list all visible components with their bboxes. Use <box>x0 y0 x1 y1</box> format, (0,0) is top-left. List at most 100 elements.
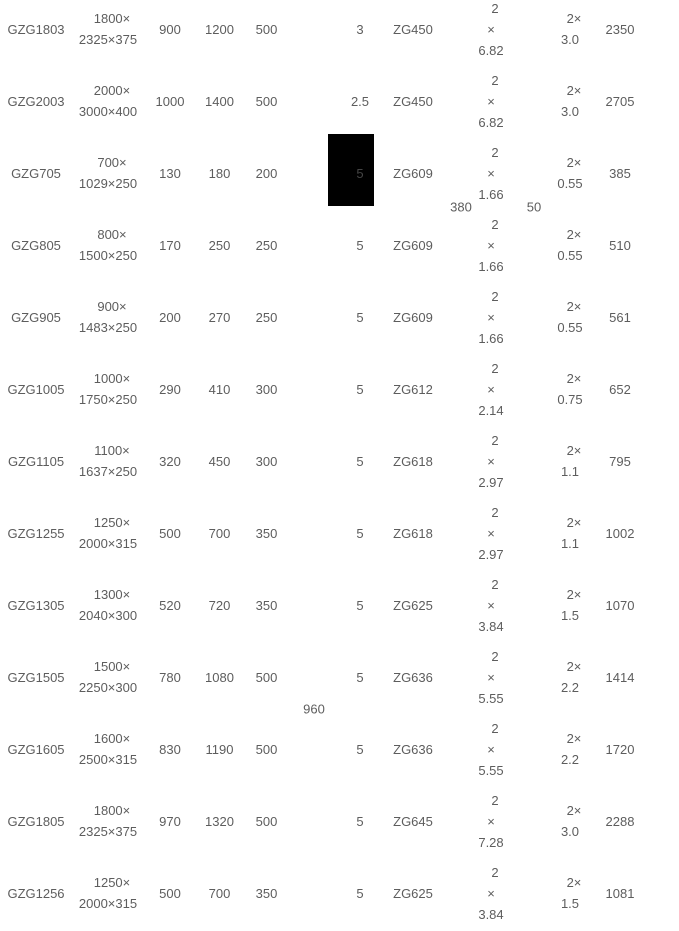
cell-size: 1250× 2000×315 <box>72 497 144 569</box>
cell-line: × <box>487 669 495 685</box>
cell-force: 2 × 6.82 <box>478 65 504 137</box>
cell-amplitude: 5 <box>356 741 364 757</box>
cell-line: 3000×400 <box>78 104 138 119</box>
cell-c4: 1320 <box>205 813 234 829</box>
cell-model: GZG1005 <box>7 381 65 397</box>
cell-c11 <box>504 0 560 65</box>
cell-c9 <box>444 497 478 569</box>
cell-motor: ZG636 <box>393 741 433 757</box>
cell-line: 2.97 <box>478 546 504 562</box>
cell-c5: 300 <box>255 381 278 397</box>
cell-size: 1600× 2500×315 <box>72 713 144 785</box>
cell-line: 2.97 <box>478 474 504 490</box>
cell-amplitude: 5 <box>356 453 364 469</box>
cell-line: 2 <box>491 72 499 88</box>
cell-c6 <box>290 713 338 785</box>
cell-size: 1250× 2000×315 <box>72 857 144 929</box>
cell-c3: 900 <box>159 21 181 37</box>
cell-amplitude: 5 <box>356 669 364 685</box>
cell-line: 3.0 <box>560 32 580 47</box>
cell-force: 2 × 5.55 <box>478 713 504 785</box>
cell-line: 1.66 <box>478 330 504 346</box>
cell-line: 1250× <box>93 515 131 530</box>
cell-force: 2 × 1.66 <box>478 209 504 281</box>
cell-size: 1800× 2325×375 <box>72 0 144 65</box>
cell-line: 700× <box>97 155 127 170</box>
cell-line: 1750×250 <box>78 392 138 407</box>
cell-line: 1000× <box>93 371 131 386</box>
cell-weight: 1070 <box>605 597 635 613</box>
cell-weight: 385 <box>609 165 631 181</box>
cell-c5: 500 <box>255 21 278 37</box>
cell-model: GZG705 <box>11 165 61 181</box>
cell-line: 0.75 <box>557 392 583 407</box>
cell-line: 2× <box>566 299 582 314</box>
cell-line: 5.55 <box>478 762 504 778</box>
cell-line: 2× <box>566 443 582 458</box>
cell-power: 2× 2.2 <box>560 641 581 713</box>
cell-line: × <box>487 309 495 325</box>
cell-c5: 350 <box>255 885 278 901</box>
merged-cell-speed: 960 <box>303 701 325 717</box>
cell-line: 1100× <box>94 443 130 458</box>
redaction-box <box>328 134 374 206</box>
cell-amplitude: 5 <box>356 885 364 901</box>
cell-c11 <box>504 641 560 713</box>
cell-c5: 500 <box>255 741 278 757</box>
cell-line: 2× <box>566 227 582 242</box>
cell-amplitude: 5 <box>356 381 364 397</box>
cell-c4: 720 <box>208 597 231 613</box>
cell-line: 3.84 <box>478 618 504 634</box>
cell-line: 1.1 <box>560 464 580 479</box>
cell-weight: 561 <box>609 309 631 325</box>
cell-line: × <box>487 525 495 541</box>
cell-line: 2× <box>566 731 582 746</box>
cell-force: 2 × 2.97 <box>478 497 504 569</box>
cell-line: 5.55 <box>478 690 504 706</box>
cell-c3: 500 <box>159 885 181 901</box>
cell-line: 2325×375 <box>78 32 138 47</box>
spec-table: GZG1803 1800× 2325×375 900 1200 500 3 ZG450 2 × 6.… <box>7 0 635 929</box>
cell-line: 1300× <box>93 587 131 602</box>
cell-c6 <box>290 281 338 353</box>
cell-c5: 500 <box>255 93 278 109</box>
cell-c5: 250 <box>255 237 278 253</box>
cell-force: 2 × 3.84 <box>478 857 504 929</box>
cell-weight: 1002 <box>605 525 635 541</box>
cell-weight: 795 <box>609 453 631 469</box>
cell-c5: 500 <box>255 669 278 685</box>
cell-line: 2 <box>491 432 499 448</box>
cell-c5: 350 <box>255 597 278 613</box>
cell-line: × <box>487 237 495 253</box>
cell-c11 <box>504 785 560 857</box>
merged-cell-frequency: 50 <box>526 199 542 215</box>
cell-c6 <box>290 425 338 497</box>
cell-motor: ZG618 <box>393 525 433 541</box>
cell-line: 1800× <box>93 803 131 818</box>
cell-line: 2× <box>566 83 582 98</box>
cell-line: 1800× <box>93 11 131 26</box>
cell-line: 2× <box>566 803 582 818</box>
cell-line: 1.5 <box>560 608 580 623</box>
cell-c4: 180 <box>208 165 231 181</box>
cell-c3: 130 <box>159 165 181 181</box>
cell-line: 2.14 <box>478 402 504 418</box>
cell-weight: 2705 <box>605 93 635 109</box>
cell-c9 <box>444 425 478 497</box>
cell-c9 <box>444 569 478 641</box>
cell-power: 2× 1.1 <box>560 425 582 497</box>
cell-motor: ZG612 <box>393 381 433 397</box>
cell-line: 1.66 <box>478 258 504 274</box>
cell-c5: 250 <box>255 309 278 325</box>
cell-weight: 510 <box>609 237 631 253</box>
cell-c11 <box>504 497 560 569</box>
cell-c3: 1000 <box>155 93 185 109</box>
cell-c11 <box>504 353 560 425</box>
cell-line: 2× <box>566 515 582 530</box>
merged-cell-voltage: 380 <box>450 199 472 215</box>
cell-c3: 500 <box>159 525 181 541</box>
cell-model: GZG1805 <box>7 813 65 829</box>
cell-line: 900× <box>97 299 127 314</box>
cell-line: 0.55 <box>557 248 583 263</box>
